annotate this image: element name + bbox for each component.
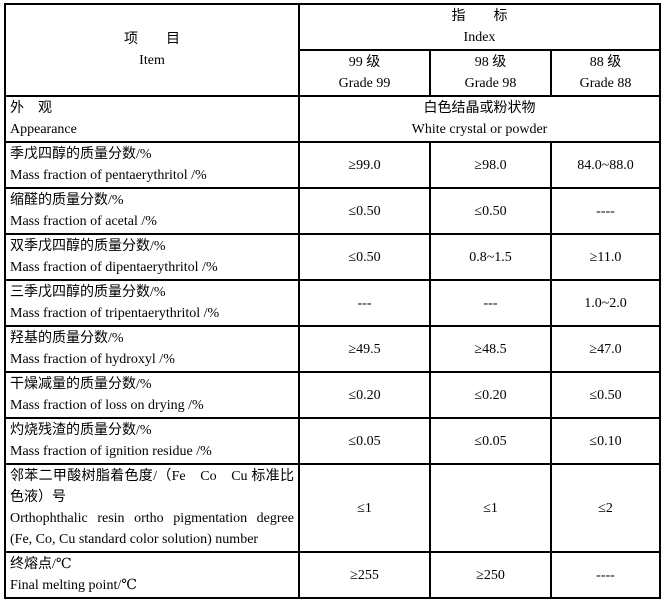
value-grade-99: --- <box>298 279 431 327</box>
row-item-en: Mass fraction of ignition residue /% <box>10 444 212 459</box>
row-item-zh: 季戊四醇的质量分数/% <box>10 147 152 162</box>
grade-99-header-cell: 99 级 Grade 99 <box>298 49 431 97</box>
item-header-en: Item <box>139 53 165 68</box>
value-grade-99: ≤0.50 <box>298 233 431 281</box>
row-item-zh: 干燥减量的质量分数/% <box>10 377 152 392</box>
row-item-cell: 终熔点/℃ Final melting point/℃ <box>4 551 300 599</box>
value-grade-88: ≤0.10 <box>550 417 661 465</box>
table-row-dipentaerythritol: 双季戊四醇的质量分数/% Mass fraction of dipentaery… <box>4 233 661 281</box>
row-item-cell: 缩醛的质量分数/% Mass fraction of acetal /% <box>4 187 300 235</box>
value-grade-98: 0.8~1.5 <box>429 233 552 281</box>
row-item-cell: 三季戊四醇的质量分数/% Mass fraction of tripentaer… <box>4 279 300 327</box>
value-grade-88: ---- <box>550 187 661 235</box>
appearance-zh: 外 观 <box>10 101 52 116</box>
item-header-cell: 项 目 Item <box>4 3 300 97</box>
value-grade-88: ≥47.0 <box>550 325 661 373</box>
value-grade-98: --- <box>429 279 552 327</box>
row-item-en: Mass fraction of acetal /% <box>10 214 157 229</box>
value-grade-99: ≤1 <box>298 463 431 553</box>
appearance-en: Appearance <box>10 122 77 137</box>
table-row-pentaerythritol: 季戊四醇的质量分数/% Mass fraction of pentaerythr… <box>4 141 661 189</box>
row-item-zh: 终熔点/℃ <box>10 557 72 572</box>
row-item-zh: 三季戊四醇的质量分数/% <box>10 285 166 300</box>
value-grade-99: ≥255 <box>298 551 431 599</box>
grade-98-en: Grade 98 <box>464 76 517 91</box>
value-grade-99: ≥99.0 <box>298 141 431 189</box>
row-item-zh: 灼烧残渣的质量分数/% <box>10 423 152 438</box>
value-grade-98: ≤0.50 <box>429 187 552 235</box>
row-item-cell: 双季戊四醇的质量分数/% Mass fraction of dipentaery… <box>4 233 300 281</box>
row-item-en: Final melting point/℃ <box>10 578 137 593</box>
value-grade-98: ≤0.05 <box>429 417 552 465</box>
table-row-acetal: 缩醛的质量分数/% Mass fraction of acetal /% ≤0.… <box>4 187 661 235</box>
item-header-zh: 项 目 <box>124 32 180 47</box>
value-grade-99: ≥49.5 <box>298 325 431 373</box>
value-grade-88: 84.0~88.0 <box>550 141 661 189</box>
header-row-index: 项 目 Item 指 标 Index <box>4 3 661 97</box>
row-item-cell: 邻苯二甲酸树脂着色度/（Fe Co Cu 标准比色液）号 Orthophthal… <box>4 463 300 553</box>
row-item-cell: 灼烧残渣的质量分数/% Mass fraction of ignition re… <box>4 417 300 465</box>
index-header-zh: 指 标 <box>451 9 508 24</box>
row-item-en: Mass fraction of loss on drying /% <box>10 398 204 413</box>
row-item-en: Mass fraction of tripentaerythritol /% <box>10 306 220 321</box>
grade-88-zh: 88 级 <box>589 55 622 70</box>
table-row-final-melting-point: 终熔点/℃ Final melting point/℃ ≥255 ≥250 --… <box>4 551 661 599</box>
table-row-pigmentation-degree: 邻苯二甲酸树脂着色度/（Fe Co Cu 标准比色液）号 Orthophthal… <box>4 463 661 553</box>
table-row-appearance: 外 观 Appearance 白色结晶或粉状物 White crystal or… <box>4 95 661 143</box>
index-header-cell: 指 标 Index <box>298 3 661 51</box>
value-grade-98: ≥250 <box>429 551 552 599</box>
grade-88-en: Grade 88 <box>579 76 632 91</box>
row-item-en: Orthophthalic resin ortho pigmentation d… <box>10 511 294 547</box>
row-item-en: Mass fraction of dipentaerythritol /% <box>10 260 218 275</box>
value-grade-88: ≤0.50 <box>550 371 661 419</box>
value-grade-88: ≥11.0 <box>550 233 661 281</box>
grade-88-header-cell: 88 级 Grade 88 <box>550 49 661 97</box>
grade-98-header-cell: 98 级 Grade 98 <box>429 49 552 97</box>
row-item-cell: 干燥减量的质量分数/% Mass fraction of loss on dry… <box>4 371 300 419</box>
table-row-tripentaerythritol: 三季戊四醇的质量分数/% Mass fraction of tripentaer… <box>4 279 661 327</box>
value-grade-88: ---- <box>550 551 661 599</box>
row-item-zh: 羟基的质量分数/% <box>10 331 124 346</box>
grade-99-zh: 99 级 <box>348 55 381 70</box>
table-row-hydroxyl: 羟基的质量分数/% Mass fraction of hydroxyl /% ≥… <box>4 325 661 373</box>
appearance-value-cell: 白色结晶或粉状物 White crystal or powder <box>298 95 661 143</box>
value-grade-99: ≤0.05 <box>298 417 431 465</box>
value-grade-99: ≤0.50 <box>298 187 431 235</box>
value-grade-98: ≥98.0 <box>429 141 552 189</box>
pentaerythritol-spec-table: 项 目 Item 指 标 Index 99 级 Grade 99 98 级 Gr… <box>4 3 661 599</box>
row-item-zh: 邻苯二甲酸树脂着色度/（Fe Co Cu 标准比色液）号 <box>10 469 294 505</box>
row-item-zh: 缩醛的质量分数/% <box>10 193 124 208</box>
grade-99-en: Grade 99 <box>338 76 391 91</box>
appearance-value-en: White crystal or powder <box>411 122 548 137</box>
value-grade-88: 1.0~2.0 <box>550 279 661 327</box>
appearance-item-cell: 外 观 Appearance <box>4 95 300 143</box>
header-row-grades: 99 级 Grade 99 98 级 Grade 98 88 级 Grade 8… <box>5 49 661 97</box>
value-grade-98: ≤0.20 <box>429 371 552 419</box>
value-grade-99: ≤0.20 <box>298 371 431 419</box>
row-item-en: Mass fraction of hydroxyl /% <box>10 352 175 367</box>
grade-98-zh: 98 级 <box>474 55 507 70</box>
row-item-cell: 季戊四醇的质量分数/% Mass fraction of pentaerythr… <box>4 141 300 189</box>
appearance-value-zh: 白色结晶或粉状物 <box>423 101 536 116</box>
value-grade-88: ≤2 <box>550 463 661 553</box>
row-item-zh: 双季戊四醇的质量分数/% <box>10 239 166 254</box>
spec-sheet-page: 项 目 Item 指 标 Index 99 级 Grade 99 98 级 Gr… <box>4 3 661 599</box>
table-row-ignition-residue: 灼烧残渣的质量分数/% Mass fraction of ignition re… <box>4 417 661 465</box>
value-grade-98: ≤1 <box>429 463 552 553</box>
index-header-en: Index <box>463 30 496 45</box>
row-item-en: Mass fraction of pentaerythritol /% <box>10 168 207 183</box>
row-item-cell: 羟基的质量分数/% Mass fraction of hydroxyl /% <box>4 325 300 373</box>
value-grade-98: ≥48.5 <box>429 325 552 373</box>
table-row-loss-on-drying: 干燥减量的质量分数/% Mass fraction of loss on dry… <box>4 371 661 419</box>
